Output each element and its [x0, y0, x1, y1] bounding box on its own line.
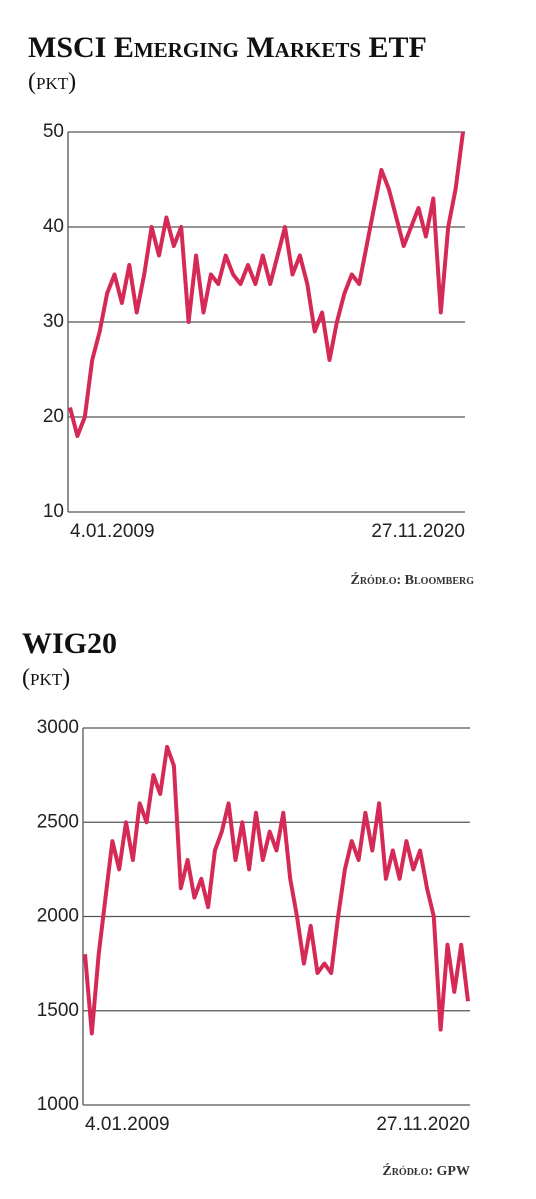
x-tick-label: 27.11.2020: [376, 1114, 470, 1135]
y-tick-label: 1500: [37, 1000, 79, 1021]
y-tick-label: 20: [43, 406, 64, 427]
source: Źródło: Bloomberg: [350, 573, 474, 588]
line: [68, 131, 465, 438]
unit-label: (pkt): [22, 665, 71, 691]
source: Źródło: GPW: [382, 1164, 470, 1179]
chart-title: MSCI Emerging Markets ETF: [28, 31, 426, 64]
y-tick-label: 2500: [37, 811, 79, 832]
chart-title-block: MSCI Emerging Markets ETF (pkt): [28, 32, 468, 98]
x-tick-label: 4.01.2009: [85, 1114, 170, 1135]
y-tick-label: 3000: [37, 717, 79, 738]
line: [83, 744, 470, 1036]
y-tick-label: 40: [43, 216, 64, 237]
x-tick-label: 4.01.2009: [70, 521, 155, 542]
chart-title: WIG20: [22, 627, 118, 660]
y-tick-label: 10: [43, 501, 64, 522]
x-tick-label: 27.11.2020: [371, 521, 465, 542]
y-tick-label: 2000: [37, 906, 79, 927]
unit-label: (pkt): [28, 69, 77, 95]
y-tick-label: 30: [43, 311, 64, 332]
chart-title-block: WIG20 (pkt): [22, 628, 462, 694]
y-tick-label: 1000: [37, 1094, 79, 1115]
y-tick-label: 50: [43, 121, 64, 142]
